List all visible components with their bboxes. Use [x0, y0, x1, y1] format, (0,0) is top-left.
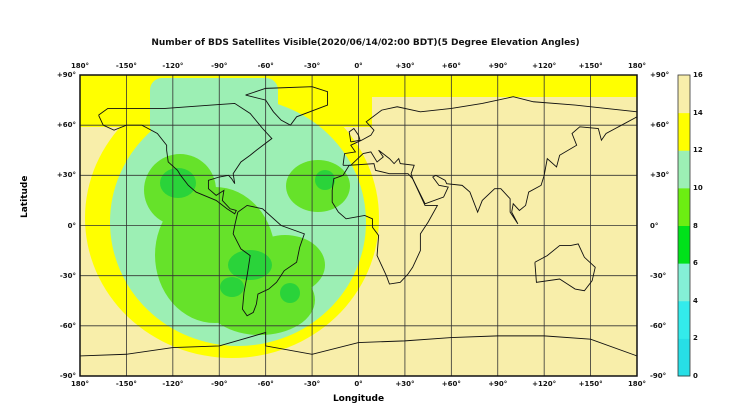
colorbar-band — [678, 225, 690, 264]
colorbar-tick: 8 — [693, 221, 698, 230]
top-lon-tick: +120° — [532, 62, 557, 70]
right-lat-tick: +90° — [650, 71, 670, 79]
left-lat-tick: 0° — [67, 221, 76, 230]
bottom-lon-tick: -90° — [211, 380, 228, 388]
colorbar-tick: 16 — [693, 71, 703, 79]
coastline-australia — [534, 243, 596, 292]
coastline-south-america — [232, 204, 305, 317]
left-lat-tick: +60° — [56, 121, 76, 130]
colorbar-band — [678, 150, 690, 189]
bottom-lon-tick: -30° — [304, 380, 321, 388]
colorbar-frame — [677, 74, 691, 377]
coastlines — [80, 86, 637, 357]
colorbar-band — [678, 300, 690, 339]
left-lat-tick: +90° — [56, 71, 76, 79]
y-axis-label: Latitude — [20, 175, 30, 218]
colorbar-band — [678, 112, 690, 151]
colorbar-band — [678, 263, 690, 302]
top-lon-tick: -150° — [115, 62, 137, 70]
colorbar-tick: 10 — [693, 183, 703, 192]
bottom-lon-tick: 0° — [354, 380, 363, 388]
colorbar-tick: 2 — [693, 334, 698, 343]
colorbar-tick: 14 — [693, 108, 703, 117]
top-lon-tick: +90° — [488, 62, 508, 70]
colorbar-band — [678, 187, 690, 226]
coastline-north-america — [98, 102, 273, 215]
left-lat-tick: -60° — [59, 321, 76, 330]
colorbar-tick: 4 — [693, 296, 698, 305]
top-lon-tick: 0° — [354, 62, 363, 70]
right-lat-tick: -90° — [650, 372, 667, 380]
top-lon-tick: +150° — [578, 62, 603, 70]
coastline-great-britain — [348, 127, 361, 143]
left-lat-tick: -90° — [59, 372, 76, 380]
bottom-lon-tick: 180° — [70, 380, 90, 388]
bottom-lon-tick: +150° — [578, 380, 603, 388]
x-axis-label: Longitude — [332, 394, 385, 404]
coastline-antarctica — [80, 331, 637, 357]
graticule — [80, 75, 637, 376]
top-lon-tick: -60° — [257, 62, 274, 70]
top-lon-tick: -120° — [162, 62, 184, 70]
right-lat-tick: +60° — [650, 121, 670, 130]
left-lat-tick: +30° — [56, 171, 76, 180]
colorbar — [678, 75, 690, 377]
colorbar-tick: 6 — [693, 259, 698, 268]
colorbar-band — [678, 75, 690, 114]
right-lat-tick: -60° — [650, 321, 667, 330]
coastline-eurasia — [342, 96, 637, 225]
bottom-lon-tick: +90° — [488, 380, 508, 388]
right-lat-tick: -30° — [650, 271, 667, 280]
colorbar-tick: 0 — [693, 372, 698, 380]
left-lat-tick: -30° — [59, 271, 76, 280]
top-lon-tick: 180° — [627, 62, 647, 70]
bottom-lon-tick: -60° — [257, 380, 274, 388]
coastline-greenland — [245, 86, 329, 126]
bottom-lon-tick: 180° — [627, 380, 647, 388]
top-lon-tick: 180° — [70, 62, 90, 70]
bottom-lon-tick: -120° — [162, 380, 184, 388]
chart-title: Number of BDS Satellites Visible(2020/06… — [151, 38, 580, 48]
colorbar-tick: 12 — [693, 146, 703, 155]
bottom-lon-tick: -150° — [115, 380, 137, 388]
bottom-lon-tick: +60° — [441, 380, 461, 388]
colorbar-band — [678, 338, 690, 377]
right-lat-tick: 0° — [650, 221, 659, 230]
plot-frame — [79, 74, 638, 377]
top-lon-tick: +30° — [395, 62, 415, 70]
top-lon-tick: +60° — [441, 62, 461, 70]
coastline-africa — [331, 163, 439, 285]
top-lon-tick: -90° — [211, 62, 228, 70]
bottom-lon-tick: +30° — [395, 380, 415, 388]
right-lat-tick: +30° — [650, 171, 670, 180]
bottom-lon-tick: +120° — [532, 380, 557, 388]
top-lon-tick: -30° — [304, 62, 321, 70]
